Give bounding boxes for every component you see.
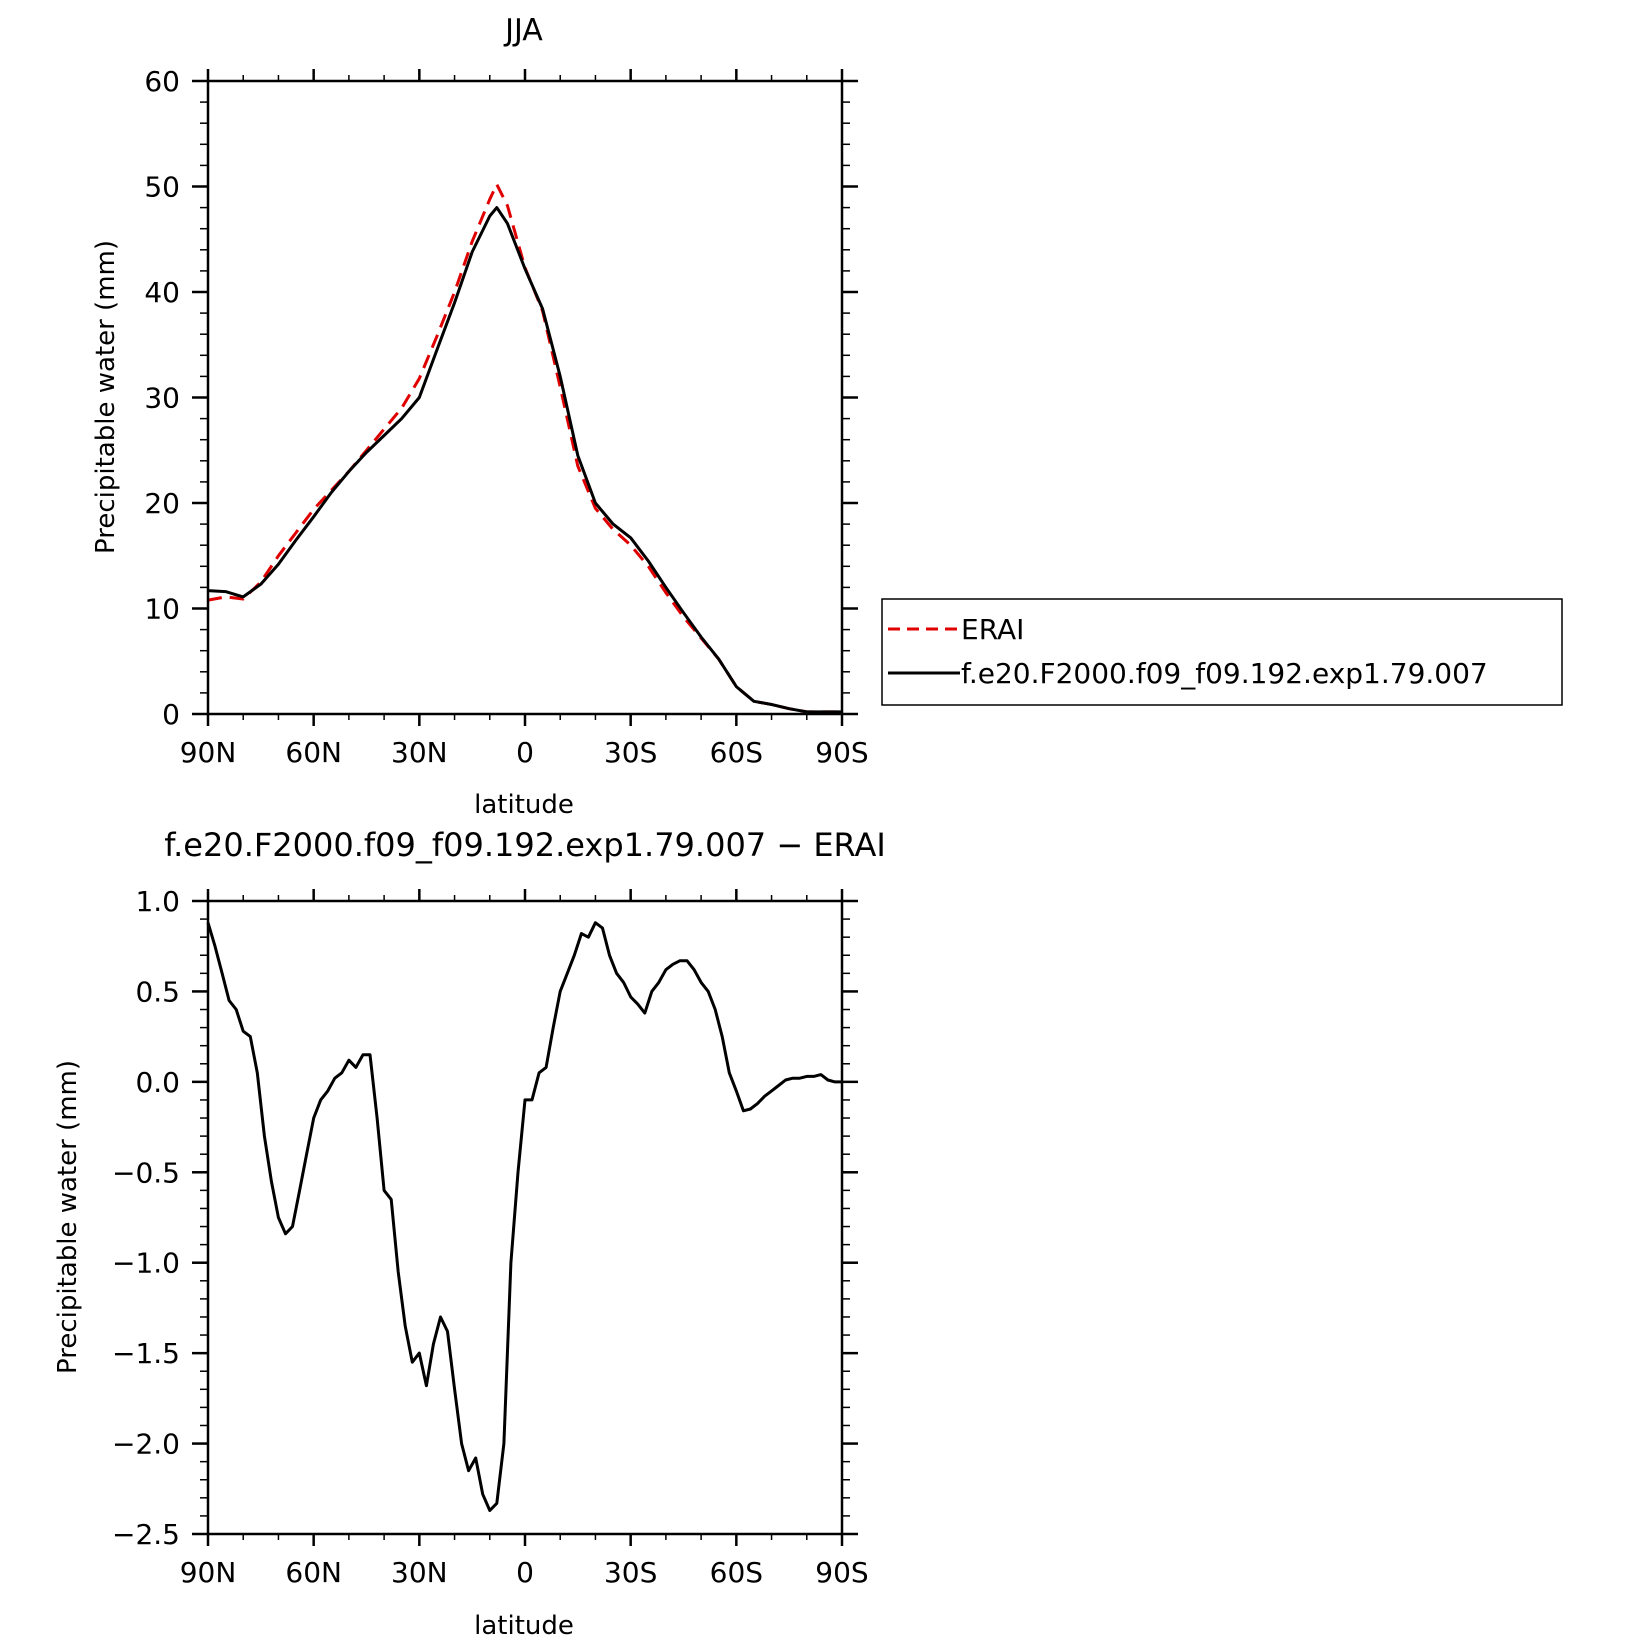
top-panel: JJA 90N 60N 30N 0 30S 60S 90S 0 10 20 30 40 50 60 Pre… — [91, 13, 1563, 820]
y-tick-label: −0.5 — [112, 1156, 180, 1189]
x-tick-label: 60S — [710, 1556, 763, 1589]
y-tick-label: −2.0 — [112, 1428, 180, 1461]
y-tick-label: 60 — [144, 65, 180, 98]
x-tick-label: 0 — [516, 736, 534, 769]
bottom-plot-frame — [206, 899, 844, 1536]
y-tick-label: 50 — [144, 171, 180, 204]
y-tick-label: 20 — [144, 487, 180, 520]
x-tick-label: 90S — [815, 736, 868, 769]
y-tick-label: 0 — [162, 698, 180, 731]
series-line-0 — [206, 921, 842, 1512]
x-tick-label: 30S — [604, 1556, 657, 1589]
top-x-axis-label: latitude — [474, 790, 574, 820]
y-tick-label: 0.0 — [135, 1066, 180, 1099]
series-line-0 — [207, 182, 842, 714]
top-chart-title: JJA — [503, 13, 543, 48]
legend: ERAI f.e20.F2000.f09_f09.192.exp1.79.007 — [881, 598, 1563, 706]
y-tick-label: −2.5 — [112, 1518, 180, 1551]
top-y-axis-label: Precipitable water (mm) — [91, 240, 121, 554]
x-tick-label: 90N — [180, 736, 237, 769]
x-tick-label: 90N — [180, 1556, 237, 1589]
x-tick-label: 30S — [604, 736, 657, 769]
bottom-chart-title: f.e20.F2000.f09_f09.192.exp1.79.007 − ER… — [164, 826, 886, 864]
x-tick-label: 60S — [710, 736, 763, 769]
legend-label-model: f.e20.F2000.f09_f09.192.exp1.79.007 — [961, 657, 1488, 690]
x-tick-label: 0 — [516, 1556, 534, 1589]
y-tick-label: −1.5 — [112, 1337, 180, 1370]
y-tick-label: 0.5 — [135, 975, 180, 1008]
bottom-x-axis-label: latitude — [474, 1611, 574, 1641]
legend-box — [881, 598, 1563, 706]
bottom-panel: f.e20.F2000.f09_f09.192.exp1.79.007 − ER… — [53, 826, 886, 1641]
x-tick-label: 30N — [391, 736, 448, 769]
x-tick-label: 30N — [391, 1556, 448, 1589]
y-tick-label: −1.0 — [112, 1247, 180, 1280]
y-tick-label: 40 — [144, 276, 180, 309]
y-tick-label: 10 — [144, 593, 180, 626]
y-tick-label: 30 — [144, 382, 180, 415]
x-tick-label: 60N — [285, 1556, 342, 1589]
y-tick-label: 1.0 — [135, 885, 180, 918]
x-tick-label: 60N — [285, 736, 342, 769]
top-plot-frame — [206, 79, 844, 716]
x-tick-label: 90S — [815, 1556, 868, 1589]
bottom-y-axis-label: Precipitable water (mm) — [53, 1060, 83, 1374]
legend-label-erai: ERAI — [961, 613, 1024, 646]
series-line-1 — [207, 206, 842, 714]
